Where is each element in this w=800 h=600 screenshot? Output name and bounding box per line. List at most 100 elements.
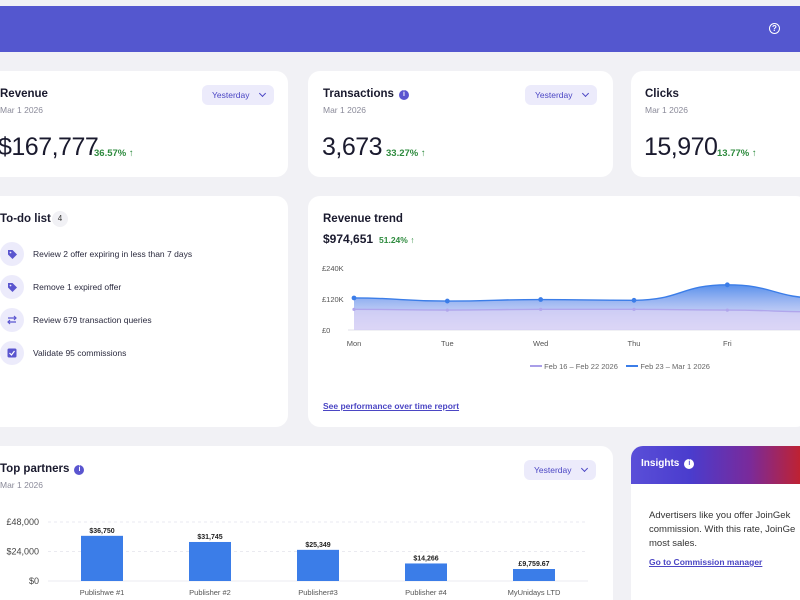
todo-item-label: Remove 1 expired offer xyxy=(33,282,122,292)
clicks-date: Mar 1 2026 xyxy=(645,105,688,115)
performance-report-link[interactable]: See performance over time report xyxy=(323,401,460,411)
bar-data-label: $14,266 xyxy=(413,555,438,562)
todo-card: To-do list 4 Review 2 offer expiring in … xyxy=(0,196,288,427)
todo-item[interactable]: Validate 95 commissions xyxy=(0,341,280,367)
transactions-filter-dropdown[interactable]: Yesterday xyxy=(525,85,597,105)
bar[interactable] xyxy=(81,535,123,581)
partners-title-row: Top partners i xyxy=(0,463,85,475)
tag-icon xyxy=(0,242,24,266)
y-tick-label: £0 xyxy=(322,326,330,335)
insights-line-3: most sales. xyxy=(649,538,698,549)
revenue-card: Revenue Mar 1 2026 Yesterday $167,777 36… xyxy=(0,71,288,177)
revenue-trend-chart: £0 £120K £240K Mon Tue Wed Thu Fri xyxy=(322,264,800,348)
series-area-previous xyxy=(354,309,800,330)
todo-item-label: Review 2 offer expiring in less than 7 d… xyxy=(33,249,193,259)
data-point-previous xyxy=(445,308,449,312)
partners-filter-dropdown[interactable]: Yesterday xyxy=(524,460,596,480)
data-point-previous xyxy=(725,308,729,312)
transactions-title-row: Transactions i xyxy=(323,88,409,100)
data-point-previous xyxy=(632,307,636,311)
revenue-value: $167,777 xyxy=(0,133,99,161)
x-tick-label: Fri xyxy=(723,339,732,348)
x-tick-label: Mon xyxy=(347,339,362,348)
todo-item[interactable]: Remove 1 expired offer xyxy=(0,275,280,301)
data-point-previous xyxy=(539,307,543,311)
trend-change: 51.24% ↑ xyxy=(379,235,415,245)
trend-value: $974,651 xyxy=(323,232,374,246)
x-tick-label: Tue xyxy=(441,339,454,348)
insights-title: Insights xyxy=(641,458,680,469)
insights-header: Insights i xyxy=(631,446,800,484)
series-line-current xyxy=(353,284,800,302)
x-tick-label: MyUnidays LTD xyxy=(508,588,561,597)
data-point-current[interactable] xyxy=(724,282,730,288)
y-tick-label: £48,000 xyxy=(6,517,39,527)
partners-title: Top partners xyxy=(0,463,70,475)
bar-data-label: £9,759.67 xyxy=(518,561,549,568)
trend-legend: Feb 16 – Feb 22 2026 Feb 23 – Mar 1 2026 xyxy=(530,362,710,371)
legend-swatch-previous xyxy=(530,365,542,367)
bar[interactable] xyxy=(405,563,447,581)
revenue-title: Revenue xyxy=(0,88,48,100)
transactions-date: Mar 1 2026 xyxy=(323,105,366,115)
data-point-previous xyxy=(352,307,356,311)
legend-label-previous: Feb 16 – Feb 22 2026 xyxy=(544,362,618,371)
top-bar: ? xyxy=(0,6,800,52)
bar[interactable] xyxy=(513,569,555,581)
x-tick-label: Wed xyxy=(533,339,548,348)
clicks-title: Clicks xyxy=(645,88,679,100)
top-partners-chart: $0 $24,000 £48,000 $36,750 Publishwe #1 $31,7… xyxy=(6,517,588,597)
x-tick-label: Thu xyxy=(628,339,641,348)
y-tick-label: $0 xyxy=(29,576,39,586)
check-square-icon xyxy=(0,341,24,365)
bar[interactable] xyxy=(189,541,231,581)
commission-manager-link[interactable]: Go to Commission manager xyxy=(649,557,763,567)
bar-data-label: $36,750 xyxy=(89,528,114,535)
info-icon[interactable]: i xyxy=(684,459,695,469)
todo-list: Review 2 offer expiring in less than 7 d… xyxy=(0,242,280,365)
revenue-date: Mar 1 2026 xyxy=(0,105,43,115)
todo-item-label: Validate 95 commissions xyxy=(33,348,127,358)
data-point-current[interactable] xyxy=(444,298,450,304)
insights-line-1: Advertisers like you offer JoinGek xyxy=(649,510,791,521)
x-tick-label: Publishwe #1 xyxy=(80,588,125,597)
todo-count-badge: 4 xyxy=(52,211,68,227)
y-tick-label: $24,000 xyxy=(6,547,39,557)
insights-line-2: commission. With this rate, JoinGe xyxy=(649,524,796,535)
info-icon[interactable]: i xyxy=(74,465,85,475)
bar-data-label: $31,745 xyxy=(197,534,222,541)
y-tick-label: £240K xyxy=(322,264,344,273)
transactions-card: Transactions i Mar 1 2026 Yesterday 3,673… xyxy=(308,71,613,177)
data-point-current[interactable] xyxy=(351,295,357,301)
x-tick-label: Publisher #4 xyxy=(405,588,447,597)
legend-label-current: Feb 23 – Mar 1 2026 xyxy=(640,362,710,371)
partners-date: Mar 1 2026 xyxy=(0,480,43,490)
bar[interactable] xyxy=(297,549,339,581)
transactions-change: 33.27% ↑ xyxy=(386,148,426,159)
data-point-current[interactable] xyxy=(538,297,544,302)
todo-item-label: Review 679 transaction queries xyxy=(33,315,152,325)
transactions-value: 3,673 xyxy=(322,133,383,161)
series-line-previous xyxy=(353,308,800,313)
swap-arrows-icon xyxy=(0,308,24,332)
x-tick-label: Publisher #2 xyxy=(189,588,231,597)
help-icon[interactable]: ? xyxy=(769,23,780,34)
tag-icon xyxy=(0,275,24,299)
info-icon[interactable]: i xyxy=(398,90,409,100)
clicks-change: 13.77% ↑ xyxy=(717,148,757,159)
legend-swatch-current xyxy=(626,365,639,367)
transactions-title: Transactions xyxy=(323,88,394,100)
x-tick-label: Publisher#3 xyxy=(298,588,338,597)
todo-item[interactable]: Review 679 transaction queries xyxy=(0,308,280,334)
revenue-change: 36.57% ↑ xyxy=(94,148,134,159)
todo-item[interactable]: Review 2 offer expiring in less than 7 d… xyxy=(0,242,280,268)
clicks-value: 15,970 xyxy=(644,133,718,161)
y-tick-label: £120K xyxy=(322,295,344,304)
clicks-card: Clicks Mar 1 2026 15,970 13.77% ↑ xyxy=(631,71,800,177)
revenue-filter-dropdown[interactable]: Yesterday xyxy=(202,85,274,105)
trend-title: Revenue trend xyxy=(323,213,403,225)
data-point-current[interactable] xyxy=(631,297,637,303)
insights-card: Insights i Advertisers like you offer Joi… xyxy=(631,446,800,600)
revenue-trend-card: Revenue trend $974,651 51.24% ↑ £0 £120K £… xyxy=(308,196,800,427)
insights-title-row: Insights i xyxy=(641,458,695,469)
